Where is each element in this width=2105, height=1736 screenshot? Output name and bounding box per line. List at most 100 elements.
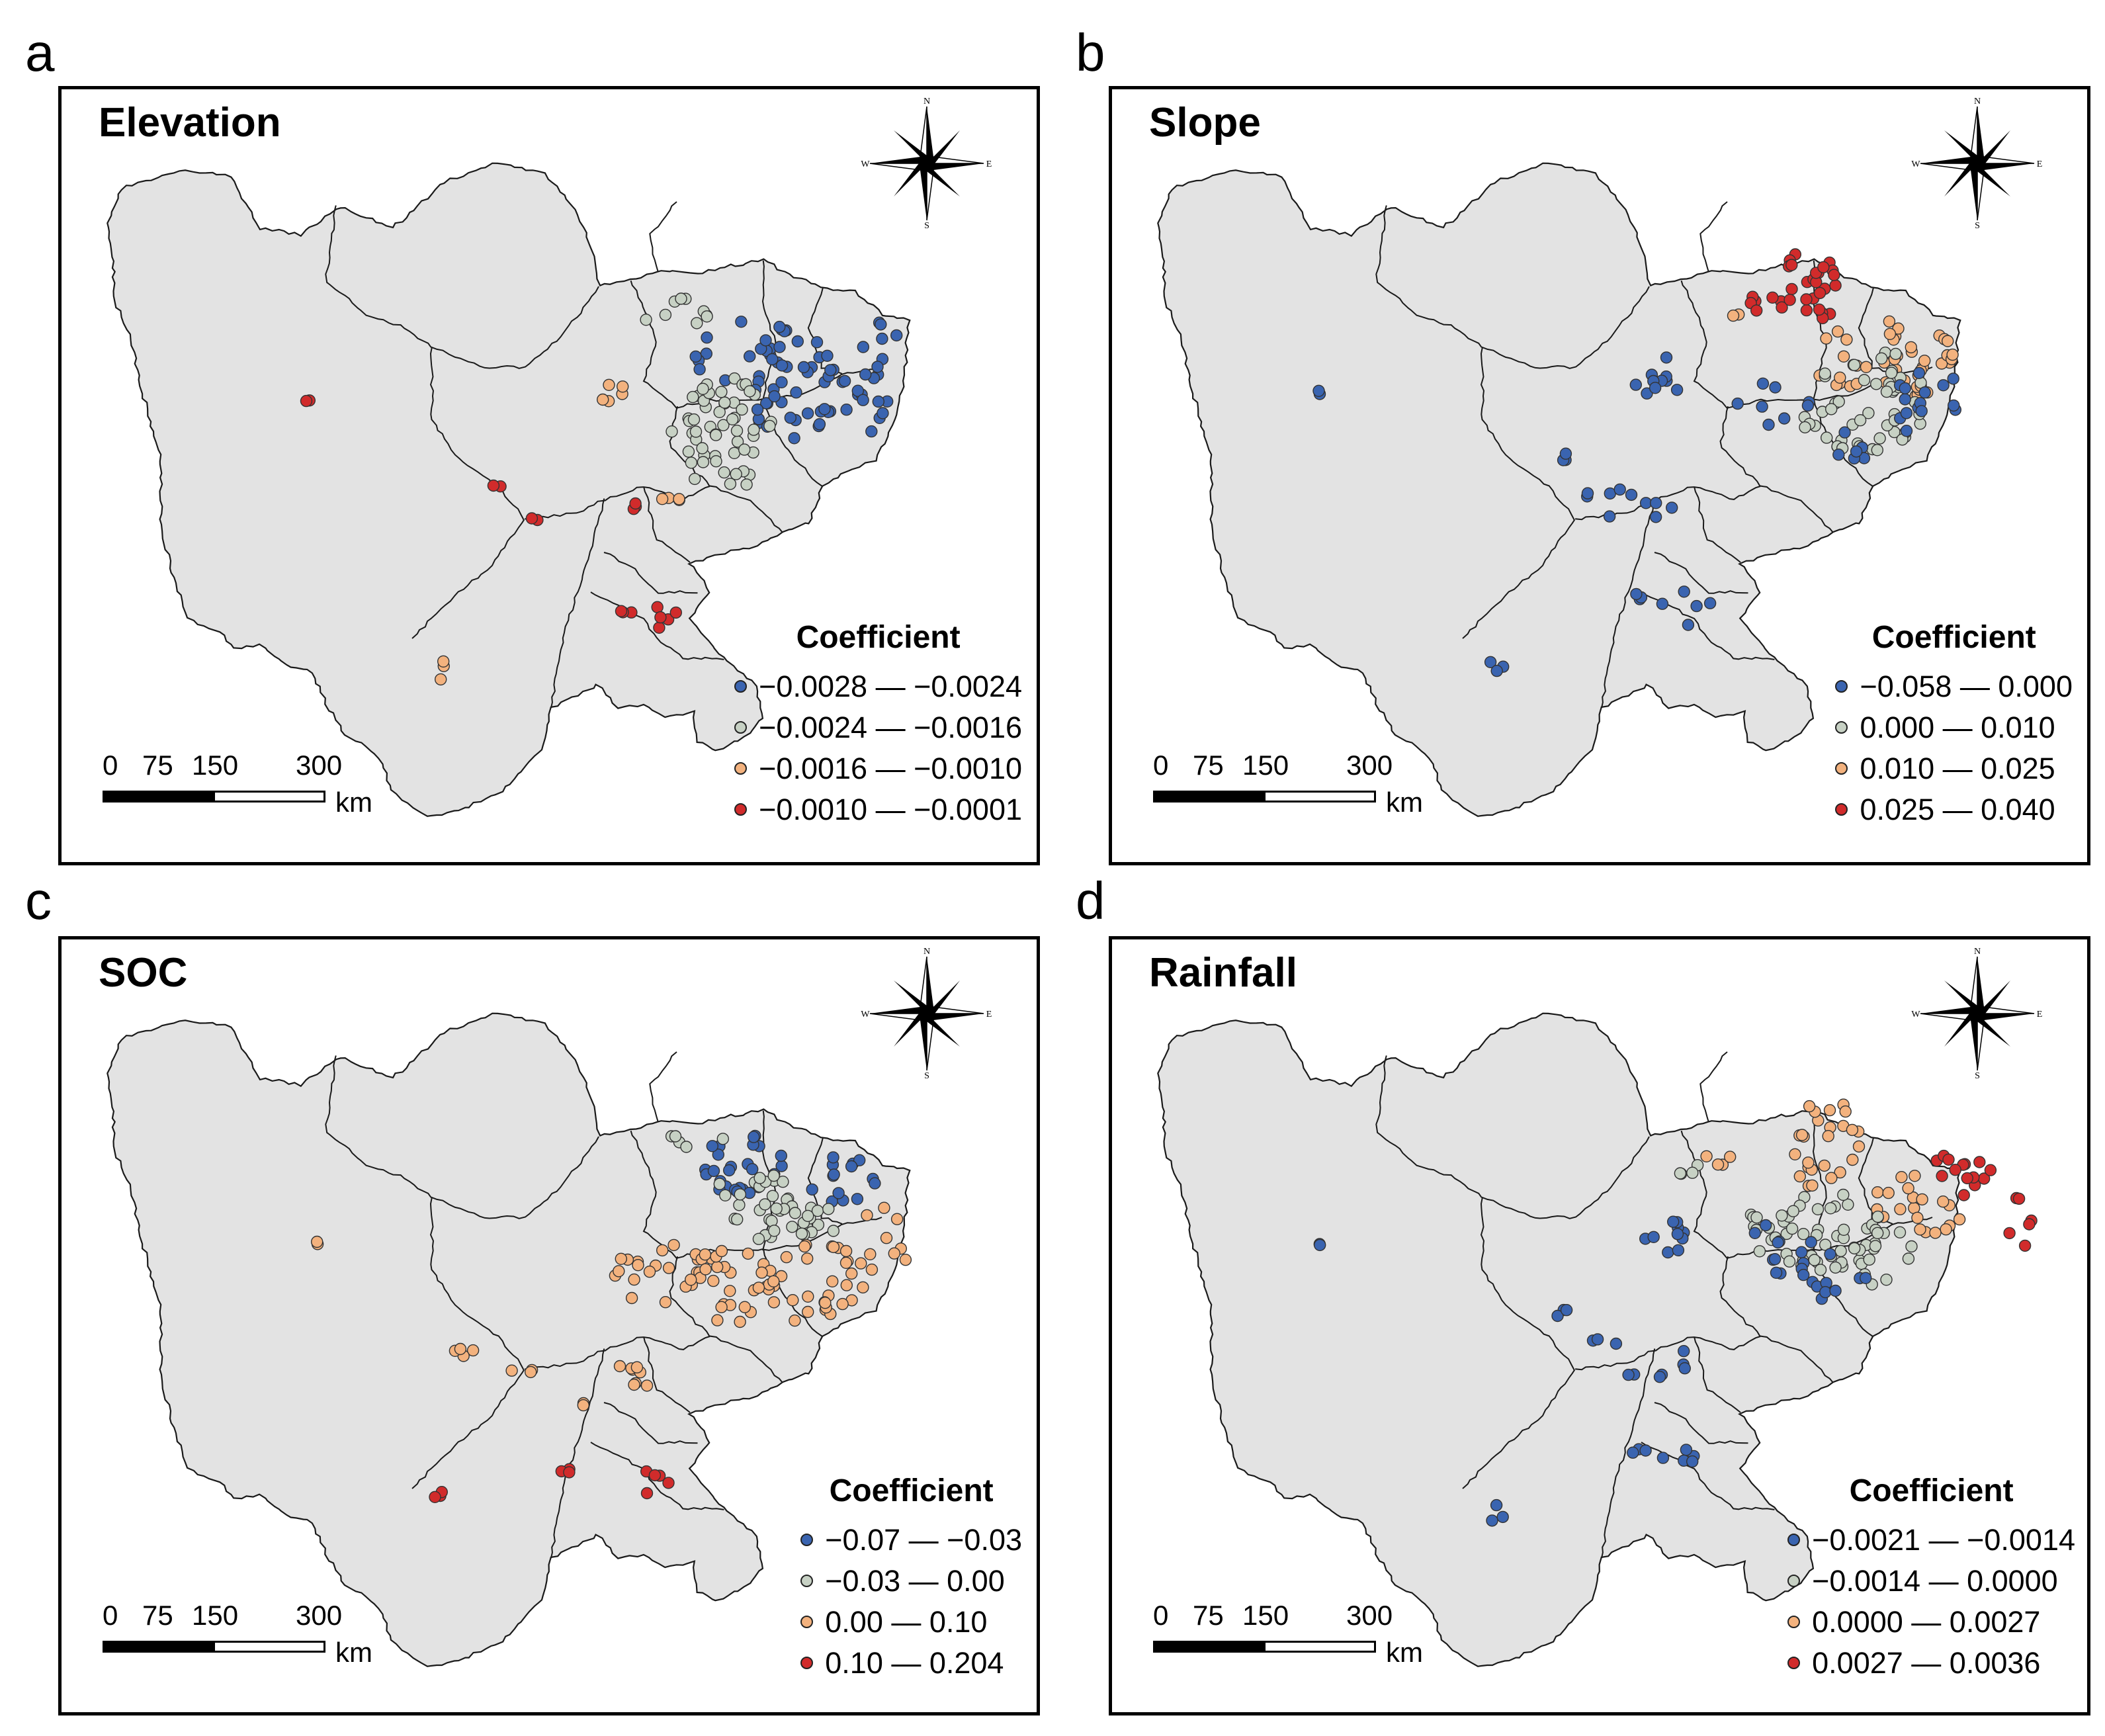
sample-point: [1750, 1211, 1763, 1224]
legend-title: Coefficient: [796, 620, 961, 655]
sample-point: [1813, 286, 1826, 300]
legend-swatch: [1835, 679, 1848, 693]
scale-tick-label: 300: [1346, 1600, 1393, 1631]
legend-label: −0.0021 — −0.0014: [1812, 1522, 2075, 1557]
sample-point: [1848, 359, 1861, 371]
sample-point: [1560, 1304, 1573, 1317]
sample-point: [899, 1254, 912, 1266]
compass-s-label: S: [924, 221, 929, 230]
sample-point: [1824, 1248, 1836, 1260]
legend-swatch: [1787, 1656, 1801, 1669]
sample-point: [1823, 1104, 1836, 1117]
scale-tick-label: 150: [192, 750, 239, 781]
compass-s-label: S: [1975, 1071, 1980, 1080]
sample-point: [1625, 488, 1638, 501]
legend-title: Coefficient: [1871, 620, 2036, 655]
sample-point: [740, 478, 753, 491]
district-boundary: [649, 1051, 677, 1122]
district-boundary: [603, 1402, 698, 1444]
scale-tick-label: 0: [1153, 1600, 1169, 1631]
sample-point: [857, 394, 869, 406]
sample-point: [696, 442, 709, 455]
sample-point: [603, 378, 615, 391]
legend-label: −0.03 — 0.00: [825, 1563, 1005, 1598]
sample-point: [2018, 1239, 2032, 1252]
sample-point: [675, 292, 687, 305]
sample-point: [1785, 259, 1798, 271]
sample-point: [786, 1221, 798, 1233]
sample-point: [1678, 586, 1690, 598]
sample-point: [1680, 1444, 1693, 1456]
sample-point: [1766, 291, 1779, 304]
sample-point: [1852, 1140, 1866, 1153]
sample-point: [640, 1379, 654, 1392]
north-arrow-icon: N S E W: [861, 97, 993, 231]
sample-point: [810, 336, 824, 349]
sample-point: [784, 412, 797, 424]
sample-point: [748, 423, 760, 436]
district-boundary: [1654, 552, 1748, 594]
sample-point: [454, 1342, 467, 1356]
sample-point: [615, 1252, 627, 1265]
legend-swatch: [1835, 720, 1848, 734]
sample-point: [724, 478, 737, 490]
sample-point: [1802, 1156, 1815, 1169]
sample-point: [759, 1198, 771, 1211]
district-boundary: [1719, 1256, 1834, 1383]
sample-point: [777, 1176, 789, 1188]
sample-point: [751, 403, 764, 416]
panel-letter-a: a: [25, 23, 55, 82]
sample-point: [687, 390, 699, 404]
sample-point: [1803, 1100, 1816, 1113]
sample-point: [824, 364, 837, 376]
sample-point: [851, 384, 865, 397]
map-panel-d: Rainfall N S E W Coefficient −0.0021 — −0.0014…: [1109, 936, 2090, 1715]
sample-point: [822, 1203, 835, 1215]
sample-point: [1768, 1253, 1782, 1266]
legend-swatch: [734, 720, 748, 734]
scale-unit: km: [335, 787, 372, 818]
legend-entry: 0.025 — 0.040: [1835, 789, 2073, 830]
legend-swatch: [1787, 1615, 1801, 1628]
legend-entry: 0.000 — 0.010: [1835, 707, 2073, 748]
sample-point: [1916, 1193, 1928, 1206]
scale-bar: 0 75 150 300 km: [1153, 750, 1451, 822]
sample-point: [1630, 587, 1643, 601]
sample-point: [773, 341, 786, 353]
sample-point: [775, 376, 788, 388]
legend-label: −0.0010 — −0.0001: [759, 792, 1022, 826]
sample-point: [435, 673, 447, 686]
sample-point: [1591, 1333, 1604, 1346]
sample-point: [859, 368, 872, 381]
sample-point: [775, 359, 789, 372]
sample-point: [1829, 1284, 1842, 1297]
district-boundary: [411, 1197, 525, 1489]
sample-point: [1783, 294, 1796, 306]
sample-point: [1871, 1186, 1884, 1199]
sample-point: [1838, 426, 1851, 439]
sample-point: [693, 363, 706, 376]
sample-point: [1973, 1156, 1986, 1168]
sample-point: [775, 1149, 788, 1162]
compass-e-label: E: [986, 1010, 992, 1020]
sample-point: [744, 385, 756, 398]
sample-point: [1641, 387, 1653, 400]
district-boundary: [643, 1337, 691, 1413]
sample-point: [788, 432, 800, 445]
sample-point: [1682, 619, 1695, 631]
sample-point: [1748, 1227, 1761, 1239]
sample-point: [890, 329, 903, 342]
sample-point: [1484, 656, 1497, 668]
sample-point: [1895, 1171, 1908, 1184]
sample-point: [659, 1296, 672, 1309]
sample-point: [1627, 1446, 1639, 1459]
district-boundary: [525, 1336, 710, 1371]
sample-point: [1905, 1240, 1918, 1253]
sample-point: [821, 349, 834, 362]
sample-point: [1863, 1253, 1875, 1266]
sample-point: [1871, 1210, 1884, 1223]
sample-point: [701, 310, 713, 323]
sample-point: [1666, 501, 1678, 514]
legend-label: −0.058 — 0.000: [1860, 669, 2073, 703]
compass-w-label: W: [1911, 1010, 1920, 1020]
